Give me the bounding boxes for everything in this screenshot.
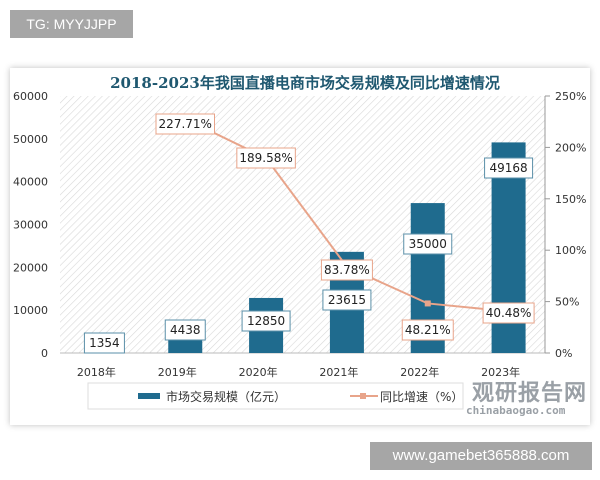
- y-left-tick: 0: [41, 347, 48, 360]
- y-right-tick: 150%: [555, 193, 586, 206]
- line-label-box: [236, 147, 296, 169]
- y-left-tick: 10000: [13, 304, 48, 317]
- x-tick: 2022年: [400, 365, 439, 379]
- line-point: [424, 300, 431, 307]
- bar-label-box: [484, 157, 534, 179]
- bar-label-box: [241, 310, 291, 332]
- x-tick: 2021年: [319, 365, 358, 379]
- x-tick: 2019年: [158, 365, 197, 379]
- bar-label: 23615: [328, 293, 366, 307]
- y-right-tick: 0%: [555, 347, 572, 360]
- line-label: 40.48%: [486, 306, 532, 320]
- tag-label: TG: MYYJJPP: [10, 10, 133, 38]
- chinabaogao-logo: 观研报告网 chinabaogao.com: [466, 381, 588, 417]
- y-right-tick: 50%: [555, 296, 579, 309]
- line-label-box: [482, 302, 535, 324]
- watermark-label: www.gamebet365888.com: [370, 442, 592, 470]
- line-label-box: [401, 319, 454, 341]
- line-label: 227.71%: [159, 117, 212, 131]
- y-left-tick: 40000: [13, 176, 48, 189]
- x-tick: 2018年: [77, 365, 116, 379]
- y-left-tick: 30000: [13, 219, 48, 232]
- legend-bar-label: 市场交易规模（亿元）: [166, 389, 286, 404]
- logo-cn: 观研报告网: [472, 381, 588, 406]
- bar-label: 49168: [489, 161, 527, 175]
- line-label: 189.58%: [239, 151, 292, 165]
- y-right-tick: 200%: [555, 141, 586, 154]
- line-label: 48.21%: [405, 323, 451, 337]
- bar-label: 4438: [170, 323, 201, 337]
- x-tick: 2023年: [481, 365, 520, 379]
- logo-en: chinabaogao.com: [466, 404, 566, 418]
- chart-title: 2018-2023年我国直播电商市场交易规模及同比增速情况: [110, 74, 500, 92]
- legend-bar-swatch: [138, 393, 160, 399]
- legend-line-label: 同比增速（%）: [380, 390, 463, 404]
- x-tick: 2020年: [239, 365, 278, 379]
- bar-label: 12850: [247, 314, 285, 328]
- bar-label-box: [83, 332, 125, 354]
- bar-label: 1354: [89, 336, 120, 350]
- bar-label: 35000: [409, 237, 447, 251]
- plot-area: [60, 96, 545, 353]
- y-left-tick: 20000: [13, 261, 48, 274]
- bar-label-box: [403, 233, 453, 255]
- legend-line-marker: [360, 393, 366, 399]
- bar-label-box: [322, 289, 372, 311]
- y-left-tick: 60000: [13, 90, 48, 103]
- line-label: 83.78%: [324, 263, 370, 277]
- line-label-box: [155, 113, 215, 135]
- line-label-box: [320, 259, 373, 281]
- y-right-tick: 250%: [555, 90, 586, 103]
- bar-label-box: [164, 319, 206, 341]
- y-left-tick: 50000: [13, 133, 48, 146]
- y-right-tick: 100%: [555, 244, 586, 257]
